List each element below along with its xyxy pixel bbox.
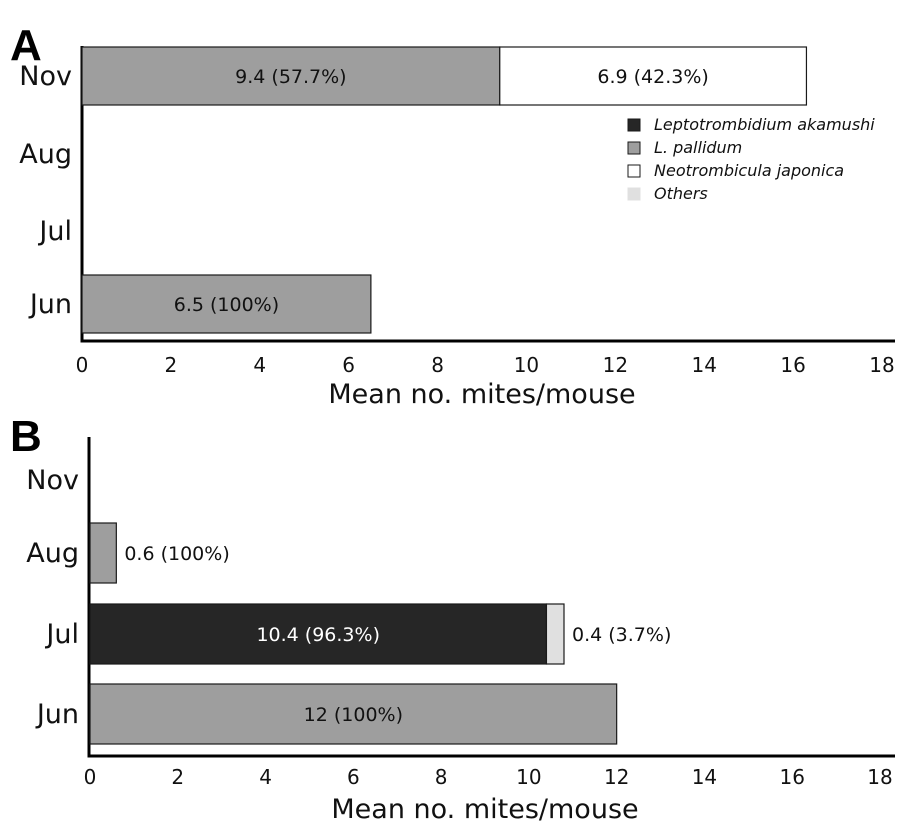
bar-data-label: 0.4 (3.7%) <box>572 624 671 646</box>
x-tick-label: 14 <box>692 765 717 789</box>
x-tick-label: 16 <box>780 353 805 377</box>
x-tick-label: 12 <box>603 353 628 377</box>
x-tick-label: 14 <box>691 353 716 377</box>
category-label: Aug <box>19 139 72 170</box>
legend-swatch <box>627 118 641 132</box>
x-tick-label: 18 <box>869 353 894 377</box>
bar-data-label: 12 (100%) <box>304 704 403 726</box>
x-tick-label: 16 <box>779 765 804 789</box>
x-tick-label: 10 <box>516 765 541 789</box>
legend-label: Leptotrombidium akamushi <box>654 115 875 134</box>
x-tick-label: 6 <box>342 353 355 377</box>
panel-letter: A <box>10 21 42 70</box>
category-label: Jun <box>28 289 72 320</box>
bar-segment <box>545 603 565 665</box>
bar-segment <box>89 683 618 745</box>
x-axis-title: Mean no. mites/mouse <box>328 379 635 410</box>
legend-label: Others <box>654 184 708 203</box>
x-tick-label: 8 <box>431 353 444 377</box>
legend-swatch <box>627 164 641 178</box>
category-label: Jul <box>37 216 72 247</box>
bar-segment <box>81 46 501 106</box>
x-tick-label: 0 <box>76 353 89 377</box>
category-label: Nov <box>19 61 72 92</box>
x-tick-label: 6 <box>347 765 360 789</box>
legend-label: Neotrombicula japonica <box>654 161 844 180</box>
legend-swatch <box>627 141 641 155</box>
legend-label: L. pallidum <box>654 138 742 157</box>
bar-data-label: 6.5 (100%) <box>174 294 279 316</box>
x-tick-label: 0 <box>84 765 97 789</box>
bar-segment <box>89 603 548 665</box>
bar-data-label: 6.9 (42.3%) <box>597 66 708 88</box>
category-label: Aug <box>26 538 79 569</box>
x-tick-label: 10 <box>514 353 539 377</box>
category-label: Nov <box>26 465 79 496</box>
x-tick-label: 8 <box>435 765 448 789</box>
bar-segment <box>499 46 808 106</box>
x-tick-label: 12 <box>604 765 629 789</box>
category-label: Jun <box>35 699 79 730</box>
panel-letter: B <box>10 412 42 461</box>
bar-data-label: 9.4 (57.7%) <box>235 66 346 88</box>
x-tick-label: 4 <box>259 765 272 789</box>
legend-swatch <box>627 187 641 201</box>
x-tick-label: 2 <box>165 353 178 377</box>
bar-segment <box>89 522 117 584</box>
bar-segment <box>81 274 372 334</box>
x-tick-label: 4 <box>253 353 266 377</box>
bar-data-label: 0.6 (100%) <box>124 543 229 565</box>
bar-data-label: 10.4 (96.3%) <box>256 624 380 646</box>
x-tick-label: 2 <box>171 765 184 789</box>
x-tick-label: 18 <box>867 765 892 789</box>
x-axis-title: Mean no. mites/mouse <box>331 794 638 825</box>
category-label: Jul <box>44 619 79 650</box>
